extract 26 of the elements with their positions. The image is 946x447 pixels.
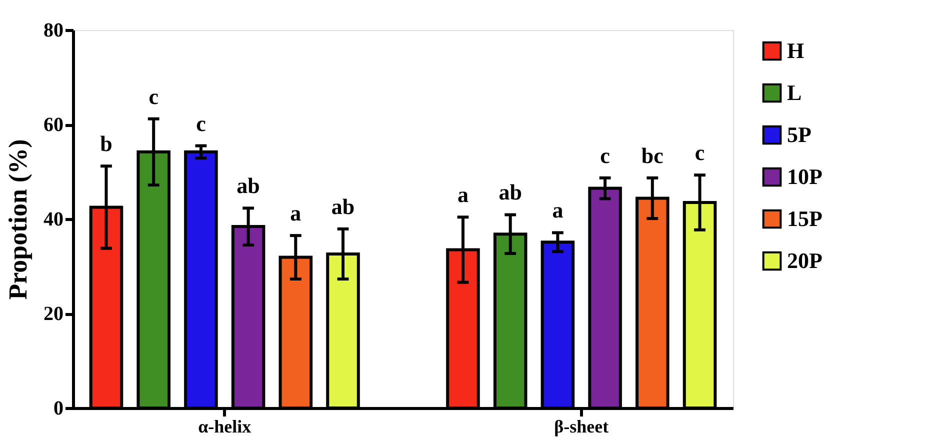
y-tick-label: 40 <box>44 208 64 230</box>
y-tick-label: 0 <box>54 398 64 420</box>
legend-label: H <box>787 38 804 63</box>
data-label: ab <box>236 173 260 198</box>
x-tick-label: β-sheet <box>554 416 609 436</box>
data-label: c <box>694 140 705 166</box>
y-axis-title: Propotion (%) <box>4 139 32 300</box>
data-label: ab <box>498 180 522 205</box>
data-label: c <box>600 142 610 168</box>
data-label: a <box>457 182 468 208</box>
data-label: a <box>552 198 564 223</box>
x-tick-label: α-helix <box>198 416 252 436</box>
y-tick-label: 60 <box>44 114 64 136</box>
data-label: c <box>148 84 159 109</box>
data-label: b <box>100 131 112 156</box>
legend-label: L <box>787 80 802 105</box>
data-label: bc <box>641 142 664 168</box>
y-tick-label: 20 <box>44 303 64 325</box>
legend-label: 15P <box>787 206 822 231</box>
legend-label: 5P <box>787 122 812 147</box>
data-label: c <box>196 110 206 136</box>
y-tick-label: 80 <box>44 20 64 42</box>
data-label: ab <box>331 194 355 219</box>
legend-label: 10P <box>787 164 822 189</box>
legend-label: 20P <box>787 248 822 273</box>
data-label: a <box>290 200 302 226</box>
